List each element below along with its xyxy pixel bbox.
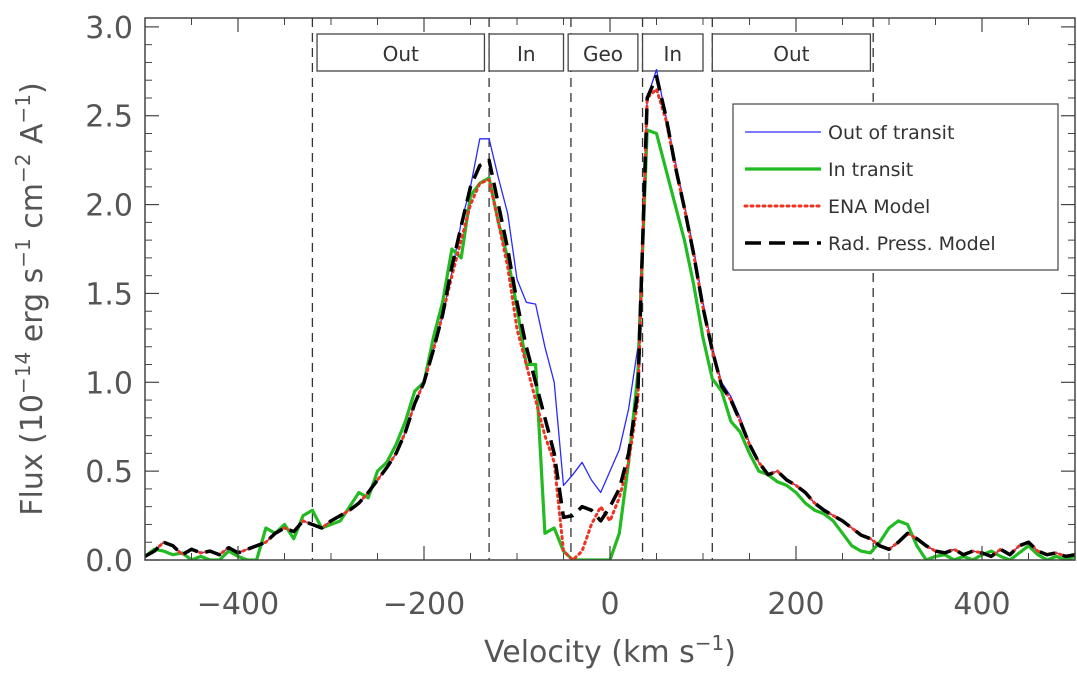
region-boxes: Out In Geo In Out (316, 33, 872, 72)
region-label: In (517, 42, 536, 66)
region-box (488, 33, 565, 72)
x-tick-label: −400 (197, 587, 279, 622)
y-tick-label: 2.5 (85, 100, 133, 135)
y-tick-label: 0.0 (85, 544, 133, 579)
region-box (641, 33, 704, 72)
legend-label: Out of transit (828, 122, 954, 144)
plot-frame (144, 17, 1076, 561)
x-tick-label: 200 (767, 587, 824, 622)
y-tick-label: 3.0 (85, 11, 133, 46)
legend-label: In transit (828, 159, 913, 181)
region-in-4: In (641, 33, 704, 72)
legend-label: ENA Model (828, 196, 930, 218)
region-box (567, 33, 639, 72)
region-in-2: In (488, 33, 565, 72)
region-out-5: Out (711, 33, 872, 72)
region-out-1: Out (316, 33, 486, 72)
y-axis-label: Flux (10−14 erg s−1 cm−2 A−1) (11, 82, 50, 516)
legend-item-in-transit: In transit (745, 159, 913, 181)
region-dividers (311, 18, 874, 560)
y-tick-label: 1.5 (85, 277, 133, 312)
x-tick-label: 400 (953, 587, 1010, 622)
region-box (711, 33, 872, 72)
region-label: Out (773, 42, 809, 66)
legend-item-rad-press-model: Rad. Press. Model (745, 233, 996, 255)
x-axis-label: Velocity (km s−1) (484, 631, 736, 670)
legend-item-out-of-transit: Out of transit (745, 122, 954, 144)
series-line-rad-press-model (145, 74, 1075, 559)
region-label: Out (383, 42, 419, 66)
y-tick-label: 1.0 (85, 366, 133, 401)
axis-ticks: −400 −200 0 200 400 0.0 0.5 1.0 1.5 2.0 2.5 3.0 (85, 11, 1075, 622)
x-tick-label: 0 (600, 587, 619, 622)
region-box (316, 33, 486, 72)
region-label: In (663, 42, 682, 66)
region-geo-3: Geo (567, 33, 639, 72)
y-tick-label: 0.5 (85, 455, 133, 490)
data-series (145, 68, 1075, 560)
chart-legend: Out of transit In transit ENA Model Rad. Pr… (732, 103, 1059, 271)
y-tick-label: 2.0 (85, 189, 133, 224)
region-label: Geo (583, 42, 623, 66)
legend-label: Rad. Press. Model (828, 233, 996, 255)
legend-item-ena-model: ENA Model (743, 196, 930, 218)
x-tick-label: −200 (383, 587, 465, 622)
